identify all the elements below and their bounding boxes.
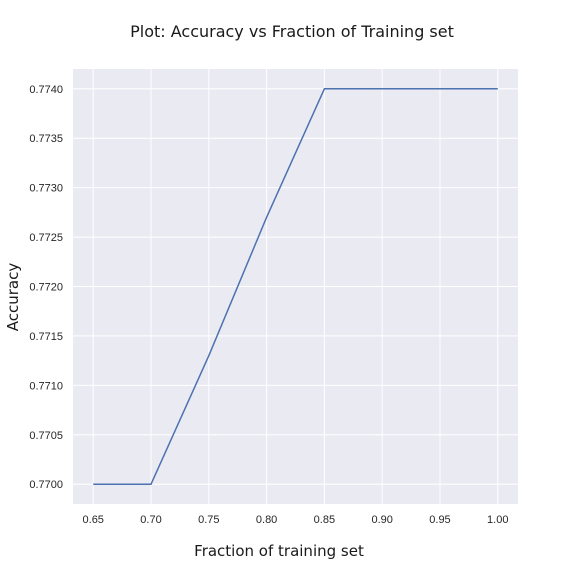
x-tick-label: 0.65 bbox=[83, 514, 104, 526]
y-tick-label: 0.7735 bbox=[29, 133, 63, 145]
x-tick-label: 0.90 bbox=[371, 514, 392, 526]
y-axis-label: Accuracy bbox=[4, 263, 22, 332]
series-line-0 bbox=[93, 88, 498, 485]
y-tick-label: 0.7740 bbox=[29, 84, 63, 96]
y-tick-label: 0.7730 bbox=[29, 183, 63, 195]
y-tick-label: 0.7710 bbox=[29, 380, 63, 392]
x-tick-labels: 0.65 0.70 0.75 0.80 0.85 0.90 0.95 1.00 bbox=[83, 514, 509, 526]
x-tick-label: 1.00 bbox=[487, 514, 508, 526]
x-axis-label: Fraction of training set bbox=[194, 542, 364, 560]
y-tick-label: 0.7715 bbox=[29, 331, 63, 343]
y-tick-label: 0.7700 bbox=[29, 479, 63, 491]
y-tick-labels: 0.7700 0.7705 0.7710 0.7715 0.7720 0.7725 0.77… bbox=[29, 84, 63, 491]
x-tick-label: 0.80 bbox=[256, 514, 277, 526]
x-tick-label: 0.95 bbox=[429, 514, 450, 526]
chart-title: Plot: Accuracy vs Fraction of Training s… bbox=[130, 22, 454, 41]
x-tick-label: 0.85 bbox=[314, 514, 335, 526]
y-tick-label: 0.7705 bbox=[29, 430, 63, 442]
x-tick-label: 0.70 bbox=[140, 514, 161, 526]
x-tick-label: 0.75 bbox=[198, 514, 219, 526]
series-layer bbox=[93, 88, 498, 485]
y-tick-label: 0.7725 bbox=[29, 232, 63, 244]
y-tick-label: 0.7720 bbox=[29, 282, 63, 294]
